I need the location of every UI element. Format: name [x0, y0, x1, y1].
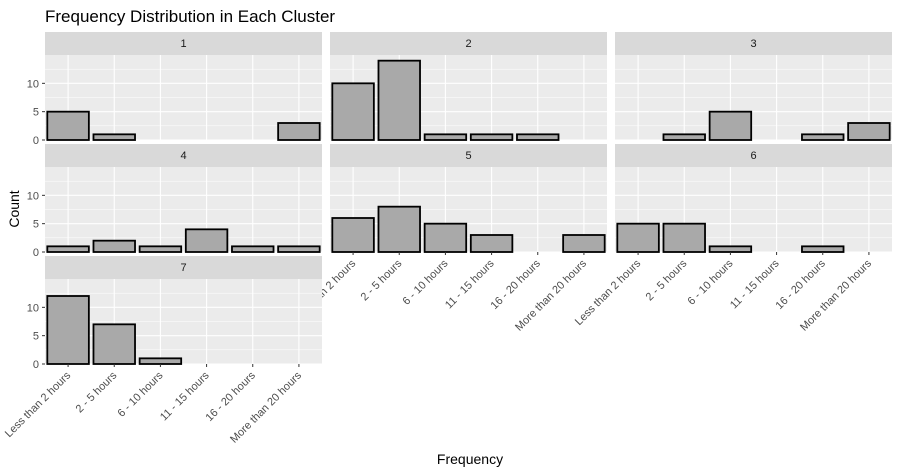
x-axis-title: Frequency [437, 451, 503, 467]
facet-strip [45, 256, 322, 279]
facet-strip-label: 3 [750, 38, 756, 50]
y-tick-label: 5 [33, 331, 39, 343]
bar-6-10-hours [423, 222, 468, 253]
bar-2-5-hours [662, 133, 706, 141]
bar-less-than-2-hours [46, 110, 90, 141]
y-tick-label: 0 [33, 135, 39, 147]
bar-more-than-20-hours [277, 245, 321, 253]
bar-less-than-2-hours [331, 217, 375, 253]
facet-panel-2: 2 [330, 32, 607, 141]
y-tick-label: 5 [33, 107, 39, 119]
x-tick-label: Less than 2 hours [3, 369, 74, 440]
facet-strip-label: 1 [180, 38, 186, 50]
y-tick-label: 0 [33, 359, 39, 371]
y-axis-title: Count [6, 190, 22, 227]
bar-11-15-hours [184, 228, 229, 253]
x-tick-label: 6 - 10 hours [401, 257, 451, 307]
facet-strip [330, 144, 607, 167]
bar-less-than-2-hours [331, 82, 375, 141]
bar-16-20-hours [231, 245, 275, 253]
bar-6-10-hours [708, 245, 753, 253]
bar-2-5-hours [92, 323, 136, 365]
bar-less-than-2-hours [46, 245, 90, 253]
chart-title: Frequency Distribution in Each Cluster [45, 7, 335, 26]
facet-strip [615, 144, 892, 167]
y-tick-label: 0 [33, 247, 39, 259]
facet-strip-label: 6 [750, 150, 756, 162]
y-tick-label: 10 [27, 302, 39, 314]
x-tick-label: 2 - 5 hours [644, 257, 690, 303]
bar-6-10-hours [423, 133, 468, 141]
bar-11-15-hours [469, 234, 514, 253]
bar-6-10-hours [138, 357, 183, 365]
x-tick-label: 6 - 10 hours [686, 257, 736, 307]
y-tick-label: 10 [27, 78, 39, 90]
facet-strip [45, 32, 322, 55]
bar-2-5-hours [377, 205, 421, 253]
facet-strip-label: 5 [465, 150, 471, 162]
bar-16-20-hours [801, 133, 845, 141]
bar-more-than-20-hours [847, 122, 891, 141]
facet-strip-label: 4 [180, 150, 186, 162]
bar-16-20-hours [801, 245, 845, 253]
bar-6-10-hours [138, 245, 183, 253]
bar-2-5-hours [662, 222, 706, 253]
x-tick-label: 2 - 5 hours [359, 257, 405, 303]
bar-2-5-hours [92, 239, 136, 253]
facet-strip [615, 32, 892, 55]
bar-16-20-hours [516, 133, 560, 141]
bar-6-10-hours [708, 110, 753, 141]
facet-strip-label: 7 [180, 262, 186, 274]
bar-11-15-hours [469, 133, 514, 141]
bar-more-than-20-hours [562, 234, 606, 253]
bar-2-5-hours [92, 133, 136, 141]
facet-panel-3: 3 [615, 32, 892, 141]
facet-panel-4: 4 0 5 10 [27, 144, 322, 259]
x-tick-label: 2 - 5 hours [74, 369, 120, 415]
bar-less-than-2-hours [616, 222, 660, 253]
bar-less-than-2-hours [46, 295, 90, 365]
bar-more-than-20-hours [277, 122, 321, 141]
y-tick-label: 5 [33, 219, 39, 231]
facet-strip [330, 32, 607, 55]
y-tick-label: 10 [27, 190, 39, 202]
facet-strip [45, 144, 322, 167]
bar-2-5-hours [377, 59, 421, 141]
facet-strip-label: 2 [465, 38, 471, 50]
x-tick-label: 6 - 10 hours [116, 369, 166, 419]
